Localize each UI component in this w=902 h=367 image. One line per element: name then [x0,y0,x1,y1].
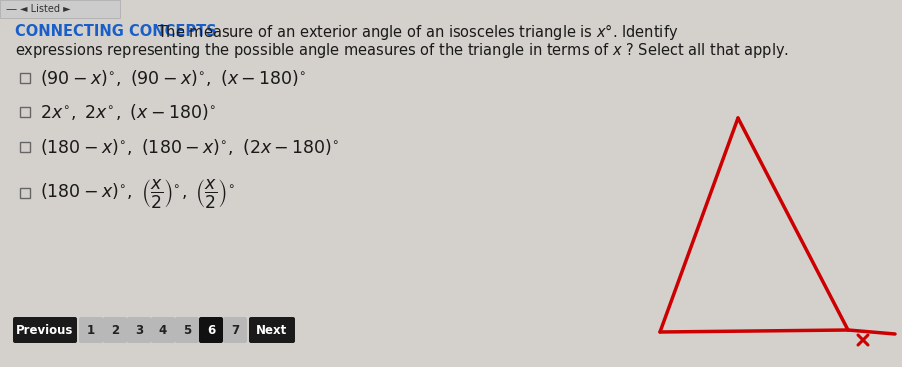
FancyBboxPatch shape [103,317,127,343]
FancyBboxPatch shape [223,317,247,343]
Text: Previous: Previous [16,323,74,337]
Text: ◄ Listed ►: ◄ Listed ► [20,4,70,14]
FancyBboxPatch shape [175,317,198,343]
Text: —: — [5,4,16,14]
Bar [20,107,30,117]
FancyBboxPatch shape [198,317,223,343]
Text: 4: 4 [159,323,167,337]
FancyBboxPatch shape [249,317,295,343]
Text: $2x^{\circ},\ 2x^{\circ},\ (x-180)^{\circ}$: $2x^{\circ},\ 2x^{\circ},\ (x-180)^{\cir… [40,102,216,122]
Bar [20,73,30,83]
Text: 7: 7 [231,323,239,337]
FancyBboxPatch shape [78,317,103,343]
Text: $(90-x)^{\circ},\ (90-x)^{\circ},\ (x-180)^{\circ}$: $(90-x)^{\circ},\ (90-x)^{\circ},\ (x-18… [40,68,306,88]
Text: expressions representing the possible angle measures of the triangle in terms of: expressions representing the possible an… [15,40,788,59]
Text: $(180-x)^{\circ},\ \left(\dfrac{x}{2}\right)^{\circ},\ \left(\dfrac{x}{2}\right): $(180-x)^{\circ},\ \left(\dfrac{x}{2}\ri… [40,177,235,210]
Text: 1: 1 [87,323,95,337]
FancyBboxPatch shape [151,317,175,343]
FancyBboxPatch shape [0,0,120,18]
Text: 3: 3 [134,323,143,337]
Bar [20,142,30,152]
Text: Next: Next [256,323,288,337]
Text: 2: 2 [111,323,119,337]
FancyBboxPatch shape [13,317,77,343]
FancyBboxPatch shape [127,317,151,343]
Bar [20,188,30,198]
Text: $(180-x)^{\circ},\ (180-x)^{\circ},\ (2x-180)^{\circ}$: $(180-x)^{\circ},\ (180-x)^{\circ},\ (2x… [40,137,339,157]
Text: 5: 5 [183,323,191,337]
Text: CONNECTING CONCEPTS: CONNECTING CONCEPTS [15,25,216,40]
Text: The measure of an exterior angle of an isosceles triangle is $x$°. Identify: The measure of an exterior angle of an i… [157,22,677,42]
Text: 6: 6 [207,323,215,337]
